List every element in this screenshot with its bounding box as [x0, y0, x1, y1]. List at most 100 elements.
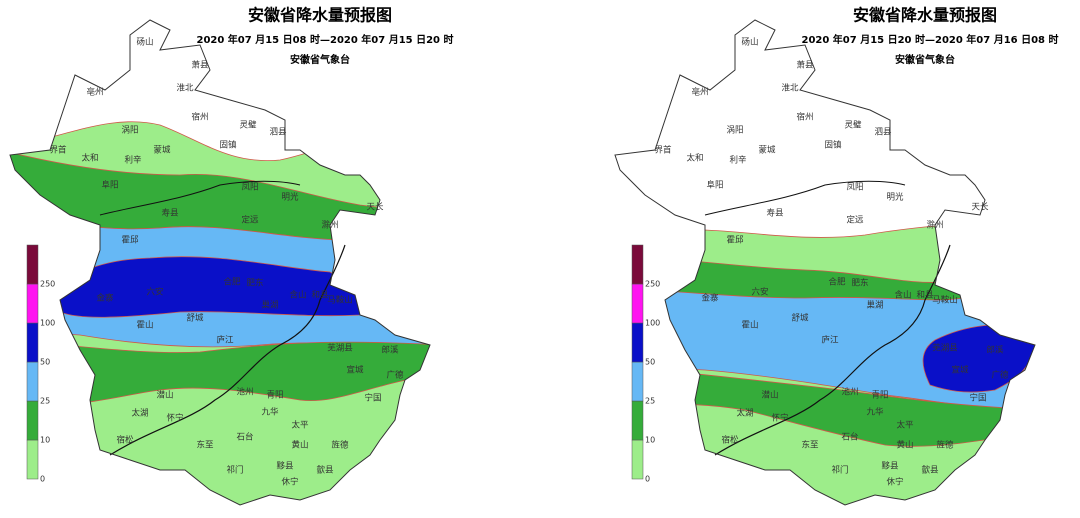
city-label: 宿松	[721, 435, 739, 446]
city-label: 太湖	[131, 408, 148, 419]
city-label: 九华	[261, 407, 279, 418]
city-label: 寿县	[766, 208, 784, 219]
city-label: 旌德	[331, 440, 349, 451]
city-label: 灵璧	[844, 120, 862, 131]
map-period: 2020 年07 月15 日08 时—2020 年07 月15 日20 时	[196, 33, 453, 46]
river	[99, 180, 301, 216]
city-label: 肥东	[851, 278, 868, 289]
city-label: 池州	[236, 387, 253, 398]
legend-swatch	[26, 322, 39, 363]
city-label: 东至	[801, 440, 819, 451]
city-label: 马鞍山	[327, 295, 353, 306]
city-label: 黟县	[276, 461, 294, 472]
legend-swatch	[631, 439, 644, 480]
city-label: 砀山	[741, 37, 758, 48]
city-label: 太和	[81, 153, 98, 164]
map-period: 2020 年07 月15 日20 时—2020 年07 月16 日08 时	[801, 33, 1058, 46]
city-label: 滁州	[321, 220, 338, 231]
city-label: 宿州	[191, 112, 208, 123]
city-label: 怀宁	[771, 413, 788, 424]
city-label: 蒙城	[758, 145, 776, 156]
city-label: 休宁	[281, 477, 298, 488]
city-label: 郎溪	[986, 345, 1004, 356]
city-label: 固镇	[824, 140, 842, 151]
city-label: 肥东	[246, 278, 263, 289]
rain-zones	[10, 20, 430, 505]
city-label: 宿松	[116, 435, 134, 446]
city-label: 歙县	[921, 465, 939, 476]
city-label: 潜山	[156, 390, 173, 401]
city-label: 宣城	[951, 365, 969, 376]
legend-swatch	[26, 244, 39, 285]
legend-label: 10	[40, 436, 50, 445]
legend-label: 25	[40, 397, 50, 406]
city-label: 寿县	[161, 208, 179, 219]
legend-swatch	[26, 361, 39, 402]
city-label: 六安	[146, 287, 163, 298]
city-label: 东至	[196, 440, 214, 451]
city-label: 宁国	[364, 393, 381, 404]
legend-label: 250	[645, 280, 660, 289]
city-label: 阜阳	[101, 180, 118, 191]
city-label: 淮北	[781, 83, 799, 94]
zone	[10, 339, 430, 407]
legend-label: 100	[40, 319, 55, 328]
city-label: 涡阳	[726, 125, 743, 136]
city-label: 泗县	[874, 128, 892, 138]
city-label: 明光	[886, 192, 904, 203]
city-label: 合肥	[223, 277, 241, 288]
city-label: 界首	[49, 145, 67, 156]
city-label: 金寨	[701, 293, 719, 304]
city-label: 石台	[236, 432, 253, 443]
city-label: 蒙城	[153, 145, 171, 156]
city-label: 萧县	[191, 60, 209, 71]
city-label: 宣城	[346, 365, 364, 376]
legend-swatch	[26, 439, 39, 480]
city-label: 舒城	[791, 313, 809, 324]
rain-zones	[615, 20, 1035, 505]
city-label: 霍山	[741, 320, 758, 331]
city-label: 宿州	[796, 112, 813, 123]
river	[714, 244, 951, 456]
city-label: 泗县	[269, 128, 287, 138]
city-label: 固镇	[219, 140, 237, 151]
legend-swatch	[26, 283, 39, 324]
city-label: 九华	[866, 407, 884, 418]
city-label: 合肥	[828, 277, 846, 288]
city-label: 含山	[289, 290, 306, 301]
city-label: 舒城	[186, 313, 204, 324]
city-label: 黄山	[896, 440, 913, 451]
city-label: 怀宁	[166, 413, 183, 424]
city-label: 太平	[291, 420, 309, 431]
city-label: 太平	[896, 420, 914, 431]
legend-label: 50	[40, 358, 50, 367]
city-label: 凤阳	[241, 183, 258, 193]
city-label: 广德	[991, 370, 1009, 381]
city-label: 萧县	[796, 60, 814, 71]
city-label: 灵璧	[239, 120, 257, 131]
legend-label: 100	[645, 319, 660, 328]
city-label: 青阳	[266, 390, 283, 401]
city-label: 旌德	[936, 440, 954, 451]
city-label: 滁州	[926, 220, 943, 231]
city-label: 淮北	[176, 83, 194, 94]
river	[109, 244, 346, 456]
legend-label: 0	[645, 475, 650, 484]
city-label: 池州	[841, 387, 858, 398]
legend-label: 0	[40, 475, 45, 484]
city-label: 定远	[241, 215, 259, 226]
city-label: 庐江	[216, 335, 234, 346]
city-label: 祁门	[226, 465, 243, 476]
legend-label: 25	[645, 397, 655, 406]
city-label: 广德	[386, 370, 404, 381]
city-label: 和县	[311, 291, 329, 301]
city-label: 黄山	[291, 440, 308, 451]
city-label: 界首	[654, 145, 672, 156]
city-label: 六安	[751, 287, 768, 298]
map-title: 安徽省降水量预报图	[248, 6, 392, 25]
city-label: 凤阳	[846, 183, 863, 193]
legend-swatch	[631, 322, 644, 363]
city-label: 太湖	[736, 408, 753, 419]
